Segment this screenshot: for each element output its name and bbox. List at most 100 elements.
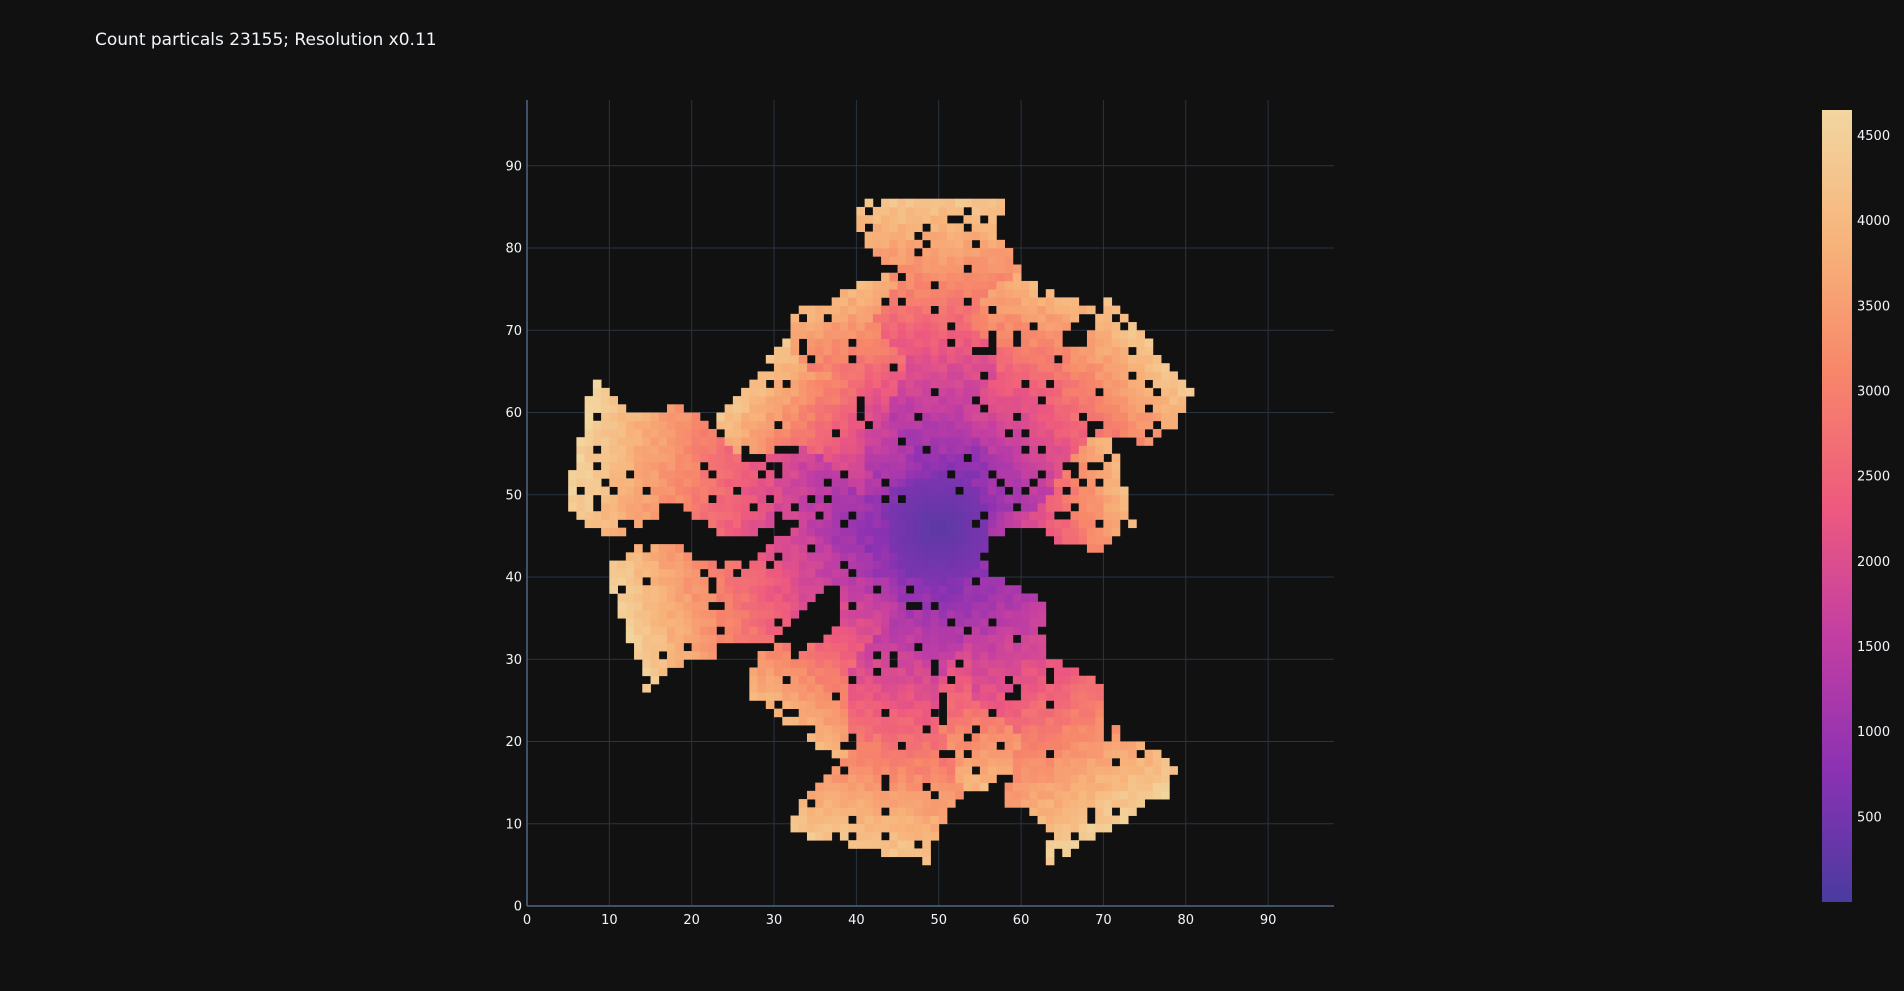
heatmap-cell [732, 412, 742, 422]
heatmap-cell [831, 568, 841, 578]
heatmap-cell [872, 396, 882, 405]
heatmap-cell [1045, 470, 1055, 479]
heatmap-cell [881, 231, 890, 241]
heatmap-cell [889, 568, 898, 578]
heatmap-cell [1037, 379, 1047, 389]
heatmap-cell [592, 420, 602, 430]
heatmap-cell [930, 560, 940, 570]
heatmap-cell [1045, 782, 1055, 792]
heatmap-cell [914, 634, 923, 644]
heatmap-cell [1111, 363, 1121, 372]
heatmap-cell [1070, 733, 1080, 742]
heatmap-cell [938, 396, 948, 405]
heatmap-cell [1062, 749, 1071, 759]
heatmap-cell [774, 346, 783, 356]
heatmap-cell [592, 486, 602, 496]
heatmap-cell [790, 379, 800, 389]
heatmap-cell [1062, 766, 1071, 775]
heatmap-cell [881, 659, 890, 668]
heatmap-cell [988, 503, 997, 512]
heatmap-cell [815, 535, 824, 545]
heatmap-cell [1078, 675, 1088, 685]
heatmap-cell [988, 272, 997, 282]
heatmap-cell [741, 577, 750, 586]
heatmap-cell [1029, 297, 1038, 307]
heatmap-cell [897, 428, 907, 438]
heatmap-cell [1111, 494, 1121, 504]
heatmap-cell [897, 757, 907, 767]
heatmap-cell [749, 683, 758, 693]
heatmap-cell [839, 305, 849, 315]
heatmap-cell [856, 585, 866, 594]
heatmap-cell [848, 749, 857, 759]
heatmap-cell [1029, 412, 1038, 422]
heatmap-cell [1169, 396, 1178, 405]
heatmap-cell [856, 782, 866, 792]
heatmap-cell [823, 330, 833, 339]
heatmap-cell [1045, 733, 1055, 742]
heatmap-cell [634, 585, 643, 594]
heatmap-cell [955, 453, 964, 463]
heatmap-cell [749, 609, 758, 619]
heatmap-cell [1004, 470, 1014, 479]
heatmap-cell [914, 790, 923, 800]
heatmap-cell [749, 511, 758, 520]
heatmap-cell [1119, 420, 1129, 430]
heatmap-cell [1012, 396, 1022, 405]
heatmap-cell [617, 494, 627, 504]
heatmap-cell [757, 626, 767, 635]
heatmap-cell [765, 428, 775, 438]
heatmap-cell [1086, 544, 1096, 553]
heatmap-cell [996, 363, 1006, 372]
heatmap-cell [1012, 264, 1022, 274]
heatmap-cell [848, 823, 857, 833]
heatmap-cell [815, 445, 824, 455]
heatmap-cell [946, 313, 956, 323]
heatmap-cell [1037, 683, 1047, 693]
heatmap-cell [872, 675, 882, 685]
heatmap-cell [930, 503, 940, 512]
heatmap-cell [881, 799, 890, 808]
heatmap-cell [1144, 766, 1154, 775]
heatmap-cell [905, 766, 915, 775]
heatmap-cell [806, 807, 816, 816]
heatmap-cell [1021, 478, 1030, 487]
heatmap-cell [979, 560, 989, 570]
heatmap-cell [938, 461, 948, 471]
heatmap-cell [889, 593, 898, 603]
heatmap-cell [765, 626, 775, 635]
heatmap-cell [905, 651, 915, 660]
heatmap-cell [864, 412, 874, 422]
heatmap-cell [971, 338, 981, 348]
heatmap-cell [881, 371, 890, 381]
heatmap-cell [774, 503, 783, 512]
heatmap-cell [806, 708, 816, 718]
heatmap-cell [790, 494, 800, 504]
heatmap-cell [922, 371, 931, 381]
heatmap-cell [930, 470, 940, 479]
heatmap-cell [848, 371, 857, 381]
heatmap-cell [946, 741, 956, 751]
heatmap-cell [955, 470, 964, 479]
heatmap-cell [798, 363, 808, 372]
heatmap-cell [889, 330, 898, 339]
heatmap-cell [930, 297, 940, 307]
heatmap-cell [1045, 363, 1055, 372]
heatmap-cell [914, 461, 923, 471]
heatmap-cell [922, 272, 931, 282]
heatmap-cell [666, 659, 676, 668]
heatmap-cell [922, 692, 931, 701]
heatmap-cell [971, 486, 981, 496]
heatmap-cell [864, 560, 874, 570]
heatmap-cell [806, 700, 816, 710]
heatmap-cell [988, 354, 997, 364]
heatmap-cell [930, 248, 940, 257]
heatmap-cell [815, 461, 824, 471]
heatmap-cell [699, 494, 709, 504]
heatmap-cell [938, 577, 948, 586]
heatmap-cell [1070, 313, 1080, 323]
heatmap-cell [823, 486, 833, 496]
heatmap-cell [1021, 683, 1030, 693]
heatmap-cell [806, 733, 816, 742]
heatmap-cell [955, 272, 964, 282]
